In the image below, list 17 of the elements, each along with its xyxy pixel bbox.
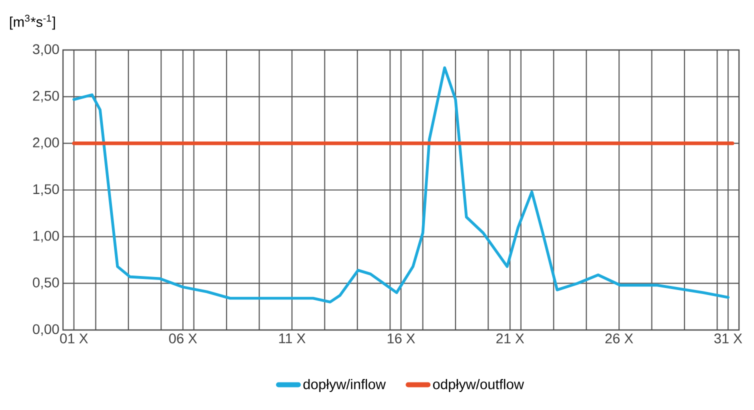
y-tick-label: 2,00 (33, 138, 59, 150)
y-tick-label: 0,00 (32, 324, 59, 336)
x-tick-label: 01 X (60, 334, 88, 344)
y-axis-title: [m$^{3}$*s$^{-1}$] (10, 14, 55, 30)
x-tick-label: 21 X (496, 334, 524, 344)
y-tick-label: 1,50 (33, 184, 59, 196)
x-tick-label: 16 X (388, 334, 416, 344)
y-tick-label: 0,50 (32, 278, 59, 290)
x-tick-label: 06 X (169, 334, 197, 344)
legend-label: dopływ/inflow (303, 378, 386, 392)
y-tick-label: 3,00 (32, 44, 59, 56)
legend-label: odpływ/outflow (433, 378, 524, 392)
y-tick-label: 1,00 (33, 230, 59, 242)
y-tick-label: 2,50 (33, 90, 59, 102)
x-tick-label: 31 X (714, 334, 742, 344)
x-tick-label: 26 X (605, 334, 634, 344)
x-tick-label: 11 X (279, 334, 306, 344)
